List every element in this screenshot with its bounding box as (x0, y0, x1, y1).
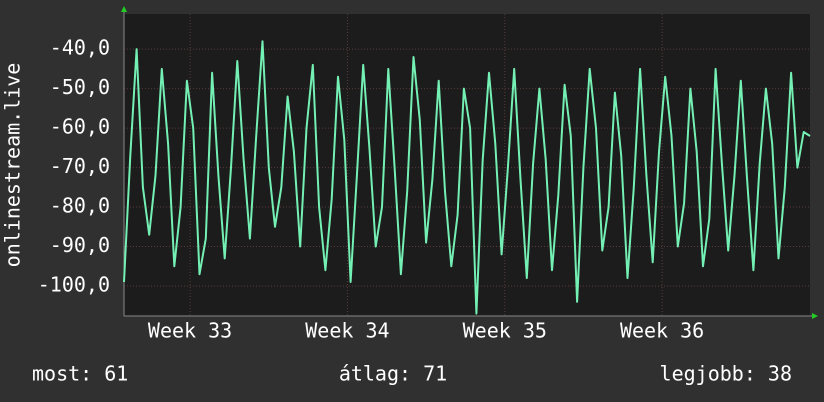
x-tick-label: Week 33 (148, 319, 232, 343)
x-tick-label: Week 34 (305, 319, 389, 343)
y-tick-label: -70,0 (50, 154, 110, 178)
y-tick-label: -40,0 (50, 36, 110, 60)
y-tick-label: -60,0 (50, 115, 110, 139)
y-tick-label: -50,0 (50, 75, 110, 99)
axis-arrow (121, 6, 127, 12)
footer-current: most: 61 (32, 362, 128, 386)
y-axis-label: onlinestream.live (1, 63, 25, 268)
plot-area (124, 14, 810, 316)
y-tick-label: -90,0 (50, 233, 110, 257)
footer-best: legjobb: 38 (660, 362, 792, 386)
axis-arrow (812, 313, 818, 319)
x-tick-label: Week 36 (620, 319, 704, 343)
footer-average: átlag: 71 (339, 362, 447, 386)
line-series (123, 40, 811, 315)
y-tick-label: -100,0 (38, 272, 110, 296)
y-tick-label: -80,0 (50, 194, 110, 218)
x-tick-label: Week 35 (463, 319, 547, 343)
